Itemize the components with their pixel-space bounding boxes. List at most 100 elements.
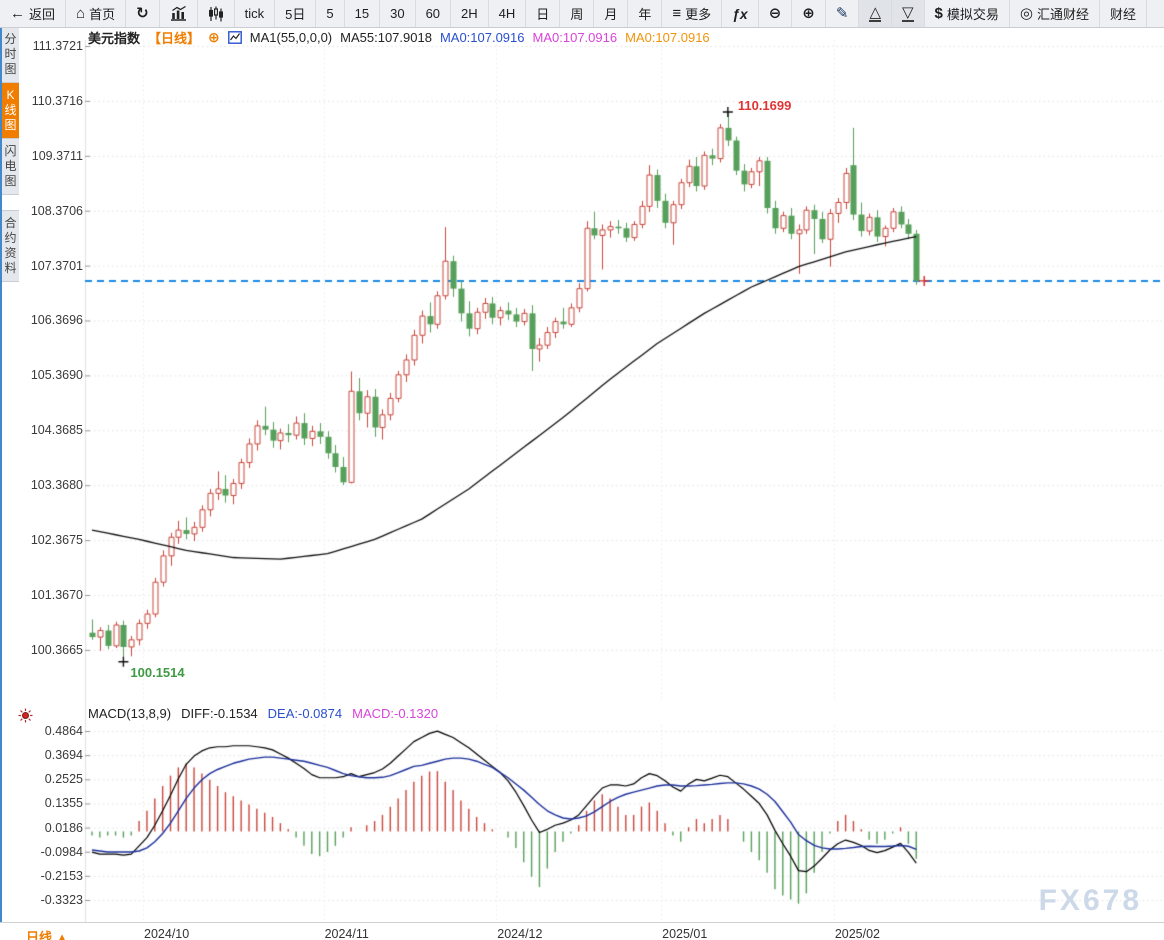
more-icon: ≡ (672, 5, 682, 22)
toolbar-button-huitong[interactable]: ◎ 汇通财经 (1010, 0, 1101, 27)
toolbar-label-calendar: 财经 (1110, 7, 1137, 22)
sidebar-tab-kline-chart[interactable]: K线图 (2, 83, 19, 139)
period-selector-arrow-icon: ▲ (55, 930, 69, 940)
macd-axis-label: 0.0186 (44, 820, 83, 835)
toolbar-button-back[interactable]: ← 返回 (0, 0, 67, 27)
fx-icon: ƒx (732, 5, 748, 22)
chart-type-icon[interactable] (227, 30, 242, 44)
price-axis-label: 111.3721 (32, 39, 83, 53)
toolbar-label-week: 周 (570, 7, 584, 22)
price-axis-label: 100.3665 (30, 642, 83, 657)
toolbar-label-home: 首页 (89, 7, 116, 22)
huitong-icon: ◎ (1019, 5, 1033, 22)
back-icon: ← (10, 5, 25, 22)
toolbar-label-huitong: 汇通财经 (1037, 7, 1090, 22)
toolbar-label-60: 60 (425, 6, 441, 21)
watermark-logo: FX678 (1038, 884, 1142, 917)
toolbar-label-2h: 2H (461, 6, 478, 21)
macd-axis-label: 0.3694 (44, 748, 83, 763)
tri-up-icon: △ (869, 4, 881, 22)
toolbar-button-draw[interactable]: ✎ (826, 0, 860, 27)
toolbar-button-month[interactable]: 月 (594, 0, 629, 27)
toolbar-label-tick: tick (244, 6, 265, 21)
sim-trade-icon: $ (934, 5, 943, 22)
price-axis-label: 106.3696 (30, 313, 83, 328)
toolbar-button-tri-up[interactable]: △ (859, 0, 892, 27)
macd-axis-label: -0.0984 (40, 844, 83, 859)
toolbar-button-5d[interactable]: 5日 (275, 0, 317, 27)
price-axis-label: 109.3711 (31, 148, 83, 163)
macd-axis-label: 0.1355 (44, 796, 83, 811)
toolbar-button-home[interactable]: ⌂ 首页 (66, 0, 127, 27)
toolbar-button-tri-down[interactable]: ▽ (892, 0, 925, 27)
toolbar-button-15[interactable]: 15 (345, 0, 381, 27)
toolbar-button-2h[interactable]: 2H (451, 0, 489, 27)
toolbar-label-day: 日 (536, 7, 550, 22)
sidebar: 分时图 K线图 闪电图合约资料 (2, 27, 19, 282)
macd-axis-label: -0.3323 (40, 893, 83, 907)
price-axis-label: 105.3690 (30, 368, 83, 383)
toolbar-button-refresh[interactable]: ↻ (126, 0, 160, 27)
toolbar-button-zoom-in[interactable]: ⊕ (792, 0, 826, 27)
toolbar-button-sim-trade[interactable]: $ 模拟交易 (925, 0, 1010, 27)
macd-axis-label: 0.2525 (44, 772, 83, 787)
chart-bar-icon (170, 6, 187, 21)
draw-icon: ✎ (835, 5, 849, 22)
add-indicator-icon[interactable]: ⊕ (208, 28, 220, 45)
price-axis-label: 108.3706 (30, 203, 83, 218)
symbol-title: 美元指数 (88, 30, 141, 46)
toolbar-label-month: 月 (604, 7, 618, 22)
macd-header: MACD(13,8,9) DIFF:-0.1534 DEA:-0.0874 MA… (88, 706, 438, 721)
sidebar-tab-contract-info[interactable]: 合约资料 (2, 210, 19, 282)
toolbar-label-4h: 4H (498, 6, 516, 21)
time-axis-label: 2024/10 (144, 927, 190, 940)
toolbar-button-year[interactable]: 年 (628, 0, 663, 27)
toolbar-button-kline[interactable] (198, 0, 235, 27)
price-axis-label: 102.3675 (30, 533, 83, 548)
period-tag: 【日线】 (148, 30, 201, 46)
toolbar-button-30[interactable]: 30 (380, 0, 416, 27)
sidebar-tab-flash-chart[interactable]: 闪电图 (2, 139, 19, 195)
zoom-out-icon: ⊖ (768, 5, 782, 22)
indicator-settings-icon[interactable] (18, 708, 33, 723)
toolbar-button-5[interactable]: 5 (316, 0, 345, 27)
time-axis-label: 2024/11 (324, 927, 369, 940)
toolbar-button-more[interactable]: ≡ 更多 (662, 0, 723, 27)
kline-header: 美元指数 【日线】 ⊕ MA1(55,0,0,0) MA55:107.9018 … (88, 28, 710, 46)
toolbar-button-tick[interactable]: tick (235, 0, 276, 27)
ma0-blue-value: MA0:107.0916 (439, 29, 525, 45)
zoom-in-icon: ⊕ (802, 5, 815, 22)
period-selector[interactable]: 日线 ▲ (26, 927, 69, 940)
toolbar-label-sim-trade: 模拟交易 (946, 7, 999, 22)
toolbar-button-fx[interactable]: ƒx (722, 0, 759, 27)
macd-title: MACD(13,8,9) (88, 706, 172, 721)
toolbar-label-30: 30 (390, 6, 405, 21)
toolbar-label-year: 年 (638, 7, 652, 22)
price-axis-label: 101.3670 (30, 588, 83, 602)
toolbar-button-60[interactable]: 60 (416, 0, 452, 27)
home-icon: ⌂ (76, 5, 86, 22)
macd-diff-value: DIFF:-0.1534 (181, 706, 258, 721)
toolbar-button-calendar[interactable]: 财经 (1100, 0, 1148, 27)
macd-axis-label: 0.4864 (44, 724, 83, 738)
toolbar-button-week[interactable]: 周 (560, 0, 595, 27)
toolbar-button-chart-bar[interactable] (160, 0, 198, 27)
toolbar-label-5: 5 (326, 6, 334, 21)
refresh-icon: ↻ (136, 5, 149, 22)
ma-param: MA1(55,0,0,0) (249, 29, 333, 45)
ma0-orange-value: MA0:107.0916 (625, 29, 710, 45)
toolbar-button-day[interactable]: 日 (526, 0, 561, 27)
tri-down-icon: ▽ (902, 4, 914, 22)
toolbar-button-4h[interactable]: 4H (489, 0, 527, 27)
price-axis-label: 107.3701 (30, 258, 83, 273)
macd-axis-label: -0.2153 (40, 868, 83, 883)
toolbar-label-back: 返回 (29, 7, 56, 22)
toolbar-button-zoom-out[interactable]: ⊖ (759, 0, 793, 27)
high-price-annotation: 110.1699 (737, 97, 792, 113)
sidebar-tab-time-chart[interactable]: 分时图 (2, 27, 19, 83)
time-axis-bar (0, 922, 1164, 940)
kline-icon (208, 6, 224, 22)
time-axis-label: 2025/01 (662, 927, 708, 940)
